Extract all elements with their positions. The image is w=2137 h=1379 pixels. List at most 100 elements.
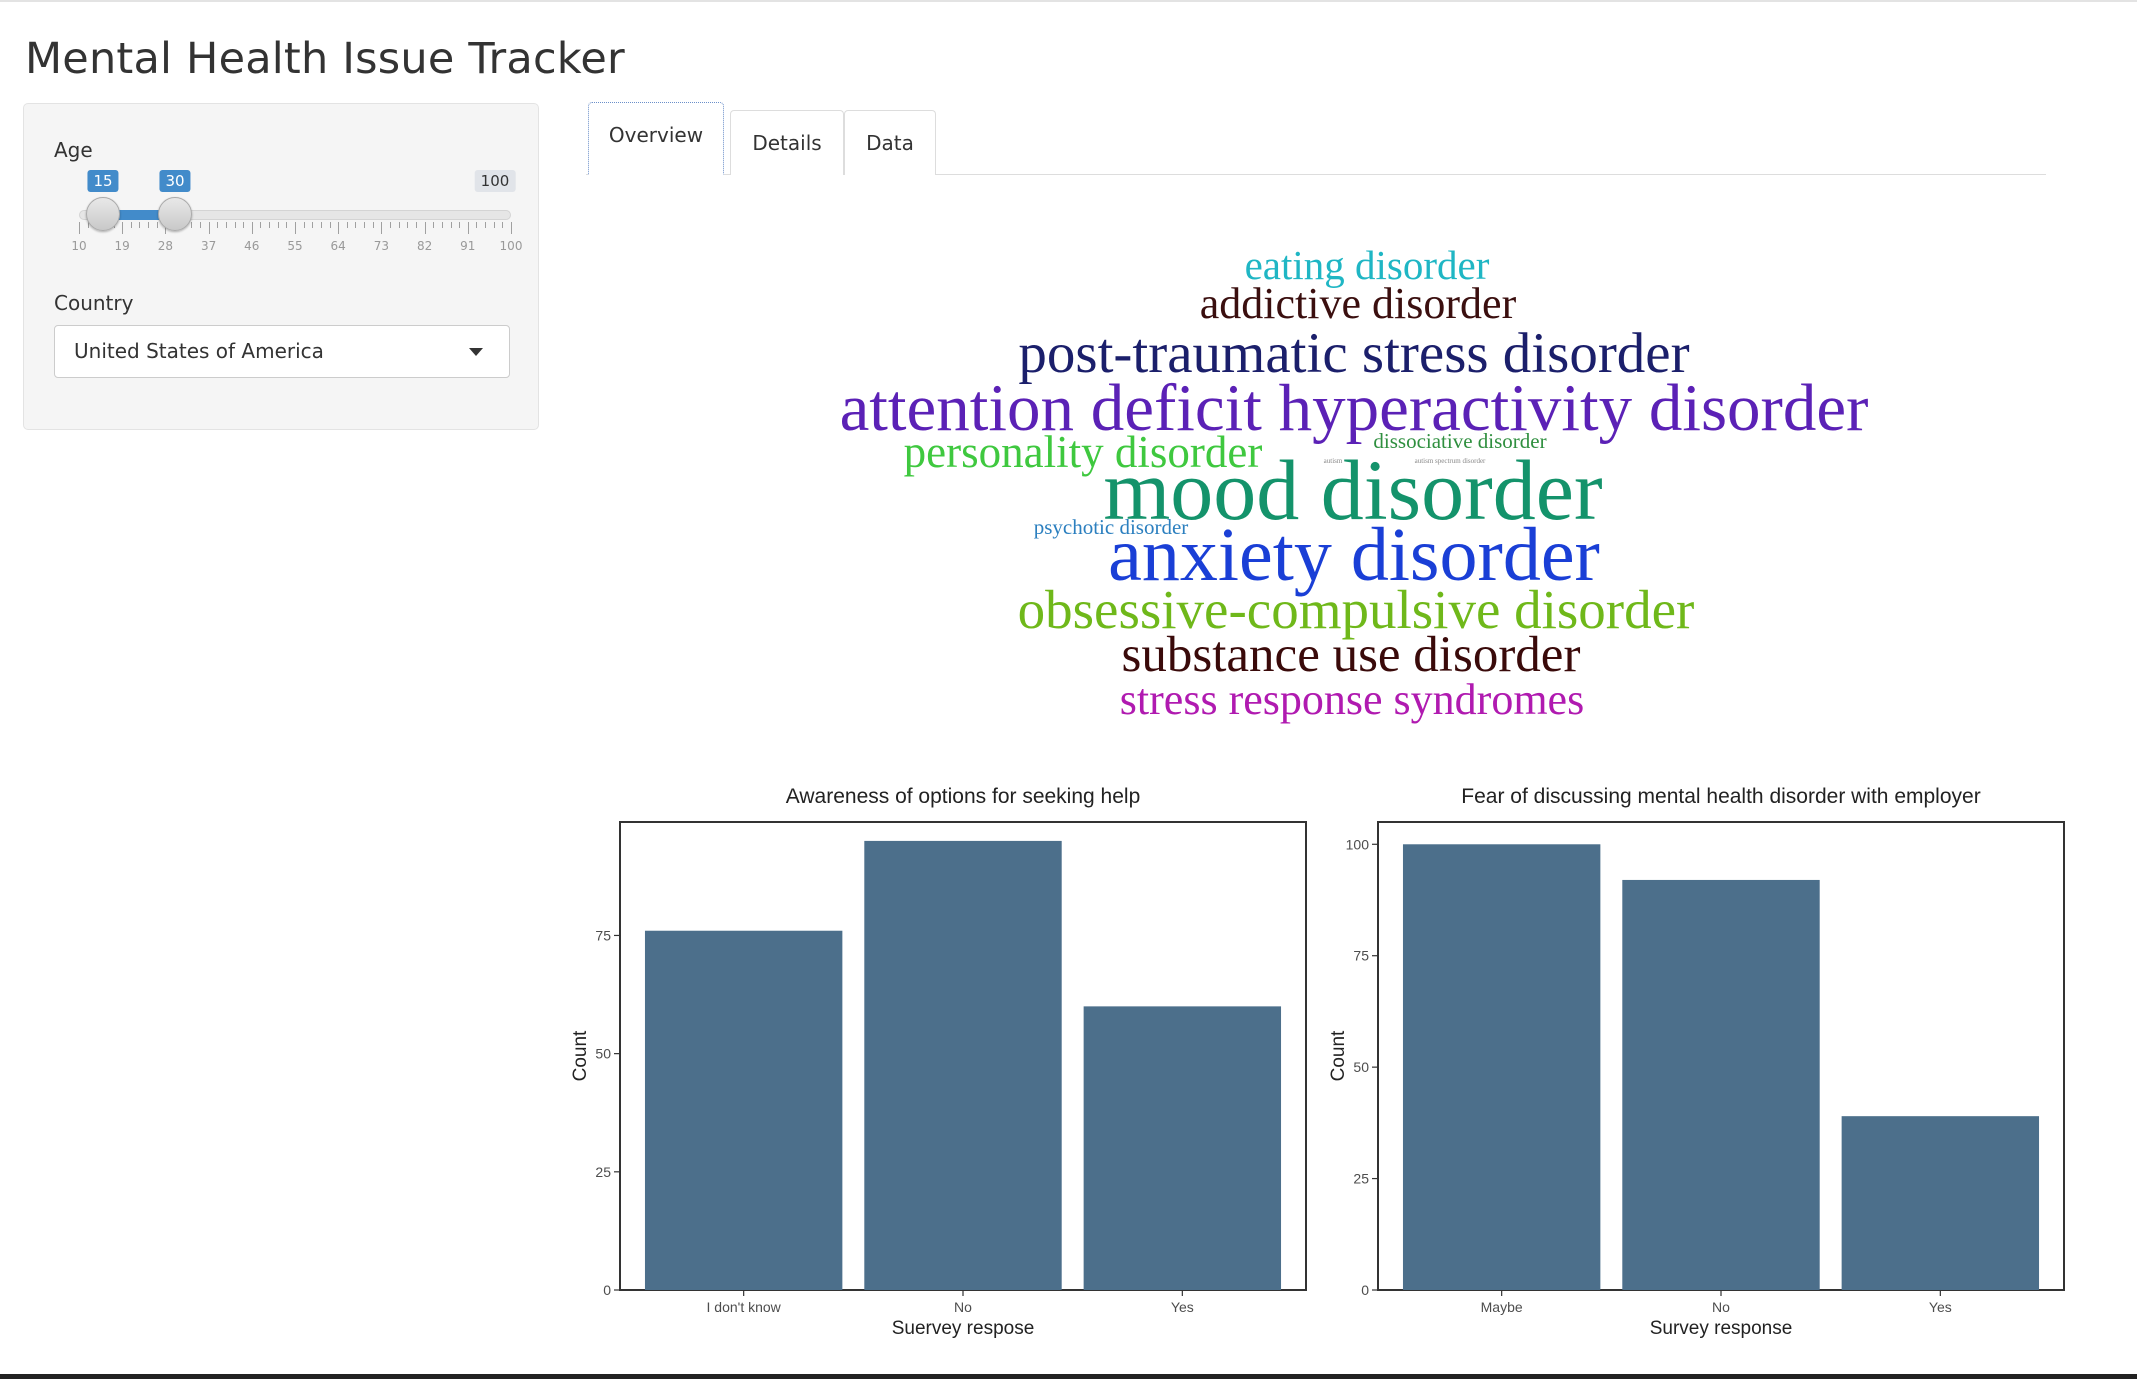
slider-tick-label: 37: [200, 239, 217, 253]
word-cloud-term: obsessive-compulsive disorder: [1017, 579, 1695, 640]
bar: [1841, 1116, 2040, 1290]
x-tick-label: No: [1712, 1299, 1730, 1315]
x-tick-label: No: [954, 1299, 972, 1315]
slider-tick-label: 82: [416, 239, 433, 253]
bar-chart-svg: Fear of discussing mental health disorde…: [1328, 785, 2065, 1339]
fear-bar-chart: Fear of discussing mental health disorde…: [1318, 770, 2078, 1350]
slider-tick: [191, 222, 193, 228]
slider-tick: [225, 222, 227, 228]
y-tick-label: 75: [1353, 948, 1369, 964]
sidebar-panel: Age 10 19 28 37 46 55 64 73 82 91 100 15 30 100 Co…: [23, 103, 539, 430]
word-cloud: eating disorder addictive disorder post-…: [586, 225, 2046, 735]
bar: [1622, 879, 1820, 1290]
chart-title: Awareness of options for seeking help: [786, 785, 1141, 808]
country-select[interactable]: United States of America: [54, 325, 510, 378]
bottom-rule: [0, 1374, 2137, 1379]
slider-tick: [269, 222, 271, 228]
y-tick-label: 75: [595, 927, 611, 943]
slider-tick: [243, 222, 245, 228]
slider-tick-label: 46: [244, 239, 260, 253]
slider-tick-label: 55: [287, 239, 303, 253]
x-axis-label: Survey response: [1650, 1318, 1793, 1339]
slider-tick-label: 19: [114, 239, 130, 253]
slider-tick-label: 64: [330, 239, 346, 253]
slider-tick: [312, 222, 314, 228]
country-select-value: United States of America: [74, 339, 324, 363]
slider-tick: [217, 222, 219, 228]
slider-tick: [459, 222, 461, 228]
word-cloud-term: post-traumatic stress disorder: [1018, 322, 1690, 385]
y-axis-label: Count: [570, 1030, 591, 1081]
word-cloud-term: personality disorder: [903, 427, 1263, 477]
tab-bar: Overview Details Data: [586, 100, 2046, 176]
word-cloud-term: mood disorder: [1103, 442, 1603, 538]
slider-tick: [355, 222, 357, 228]
tab-details[interactable]: Details: [730, 110, 844, 175]
slider-to-badge: 30: [159, 170, 191, 192]
bar: [864, 840, 1062, 1290]
slider-tick: [130, 222, 132, 228]
slider-tick: [234, 222, 236, 228]
slider-rail[interactable]: [79, 210, 511, 220]
slider-tick: [122, 222, 124, 234]
country-label: Country: [54, 291, 134, 315]
slider-tick: [303, 222, 305, 228]
word-cloud-term: stress response syndromes: [1119, 675, 1585, 724]
x-tick-label: Maybe: [1481, 1299, 1523, 1315]
slider-from-handle[interactable]: [86, 197, 120, 231]
slider-tick: [346, 222, 348, 228]
slider-tick-label: 28: [157, 239, 174, 253]
slider-tick: [199, 222, 201, 228]
slider-tick: [139, 222, 141, 228]
y-tick-label: 25: [1353, 1171, 1369, 1187]
x-axis-label: Suervey respose: [892, 1318, 1035, 1339]
age-range-slider[interactable]: 10 19 28 37 46 55 64 73 82 91 100 15 30 100: [54, 170, 523, 270]
slider-tick: [79, 222, 80, 234]
slider-tick: [433, 222, 435, 228]
slider-tick-label: 10: [71, 239, 87, 253]
chevron-down-icon[interactable]: [469, 348, 483, 356]
slider-tick: [329, 222, 331, 228]
slider-tick-label: 100: [499, 239, 523, 253]
y-tick-label: 50: [1353, 1059, 1369, 1075]
slider-tick-label: 73: [373, 239, 390, 253]
slider-tick: [156, 222, 158, 228]
slider-tick: [424, 222, 426, 234]
slider-tick: [485, 222, 487, 228]
slider-tick: [251, 222, 253, 234]
chart-title: Fear of discussing mental health disorde…: [1461, 785, 1980, 808]
slider-tick: [277, 222, 279, 228]
slider-tick: [493, 222, 495, 228]
tab-data[interactable]: Data: [844, 110, 936, 175]
slider-max-badge: 100: [474, 170, 516, 192]
word-cloud-term: anxiety disorder: [1108, 513, 1600, 597]
slider-tick: [467, 222, 469, 234]
slider-tick: [441, 222, 443, 228]
bar: [1083, 1006, 1282, 1290]
age-label: Age: [54, 138, 93, 162]
slider-ticks: [79, 222, 512, 236]
top-rule: [0, 0, 2137, 2]
page-title: Mental Health Issue Tracker: [25, 34, 625, 84]
slider-tick: [87, 222, 89, 228]
slider-to-handle[interactable]: [158, 197, 192, 231]
slider-tick: [260, 222, 262, 228]
slider-tick: [338, 222, 340, 234]
word-cloud-term: eating disorder: [1244, 242, 1490, 288]
tab-overview[interactable]: Overview: [588, 102, 724, 175]
slider-tick: [390, 222, 392, 228]
bar: [644, 930, 843, 1290]
word-cloud-term: addictive disorder: [1199, 279, 1517, 328]
slider-tick-label: 91: [460, 239, 476, 253]
word-cloud-term: dissociative disorder: [1373, 429, 1547, 453]
slider-tick: [148, 222, 150, 228]
y-tick-label: 0: [1361, 1282, 1369, 1298]
y-tick-label: 25: [595, 1164, 611, 1180]
word-cloud-term: autism: [1323, 457, 1343, 465]
slider-tick: [381, 222, 383, 234]
awareness-bar-chart: Awareness of options for seeking help 0 25…: [560, 770, 1320, 1350]
slider-selected-range: [103, 210, 175, 220]
word-cloud-term: substance use disorder: [1121, 627, 1581, 683]
bar: [1402, 844, 1601, 1290]
slider-tick: [208, 222, 210, 234]
